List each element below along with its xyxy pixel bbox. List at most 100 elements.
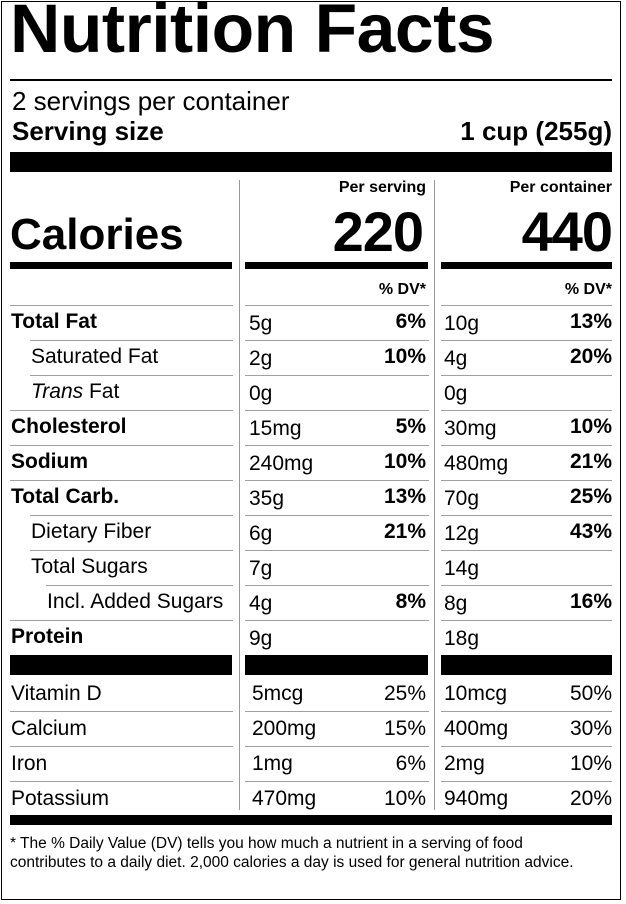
- row-rule-name: [10, 305, 233, 306]
- vitamin-container-dv: 30%: [569, 717, 612, 740]
- serving-amount: 6g: [249, 522, 273, 545]
- serving-dv: 6%: [395, 310, 426, 333]
- row-rule-container: [441, 340, 612, 341]
- container-dv: 16%: [569, 590, 612, 613]
- vitamin-serving-dv: 25%: [383, 682, 426, 705]
- serving-dv: 13%: [383, 485, 426, 508]
- row-rule-container: [441, 550, 612, 551]
- serving-dv: 21%: [383, 520, 426, 543]
- nutrient-name-italic: Trans: [31, 380, 84, 403]
- serving-dv: 10%: [383, 450, 426, 473]
- row-rule-container: [441, 305, 612, 306]
- container-amount: 18g: [444, 627, 480, 650]
- vitamin-serving-dv: 6%: [395, 752, 426, 775]
- serving-thick-bar: [10, 152, 612, 172]
- vitamin-container-amount: 2mg: [444, 752, 485, 775]
- title-divider: [10, 79, 612, 81]
- row-rule-serving: [245, 480, 429, 481]
- vitamin-rule-name: [10, 711, 233, 712]
- row-rule-serving: [245, 585, 429, 586]
- row-rule-serving: [245, 410, 429, 411]
- calories-bar-name: [10, 262, 232, 269]
- serving-amount: 4g: [249, 592, 273, 615]
- nutrient-name: Total Carb.: [11, 485, 120, 508]
- container-amount: 4g: [444, 347, 468, 370]
- row-rule-name: [30, 340, 233, 341]
- vitamin-serving-amount: 200mg: [252, 717, 317, 740]
- serving-size-value: 1 cup (255g): [460, 116, 612, 146]
- vitamin-serving-dv: 15%: [383, 717, 426, 740]
- container-amount: 0g: [444, 382, 468, 405]
- row-rule-container: [441, 375, 612, 376]
- row-rule-name: [10, 620, 233, 621]
- container-amount: 10g: [444, 312, 480, 335]
- row-rule-container: [441, 445, 612, 446]
- row-rule-container: [441, 480, 612, 481]
- footnote-divider: [10, 815, 612, 825]
- vitamin-container-dv: 20%: [569, 787, 612, 810]
- vitamin-container-amount: 10mcg: [444, 682, 508, 705]
- container-dv: 10%: [569, 415, 612, 438]
- vitamin-serving-amount: 1mg: [252, 752, 293, 775]
- row-rule-serving: [245, 445, 429, 446]
- row-rule-serving: [245, 515, 429, 516]
- serving-amount: 7g: [249, 557, 273, 580]
- container-amount: 70g: [444, 487, 480, 510]
- row-rule-name: [10, 410, 233, 411]
- row-rule-name: [10, 445, 233, 446]
- calories-per-serving: 220: [332, 200, 424, 263]
- row-rule-container: [441, 410, 612, 411]
- serving-size-label: Serving size: [12, 116, 164, 146]
- vitamin-bar-container: [441, 655, 612, 675]
- vitamin-container-dv: 10%: [569, 752, 612, 775]
- calories-bar-serving: [245, 262, 428, 269]
- nutrient-name: Saturated Fat: [31, 345, 159, 368]
- nutrient-name: Sodium: [11, 450, 88, 473]
- serving-amount: 240mg: [249, 452, 314, 475]
- row-rule-container: [441, 620, 612, 621]
- vitamin-rule-name: [10, 746, 233, 747]
- container-amount: 480mg: [444, 452, 509, 475]
- row-rule-serving: [245, 305, 429, 306]
- vitamin-name: Potassium: [11, 787, 110, 810]
- row-rule-serving: [245, 620, 429, 621]
- vitamin-container-amount: 400mg: [444, 717, 509, 740]
- row-rule-container: [441, 585, 612, 586]
- calories-label: Calories: [10, 210, 184, 259]
- dv-header-serving: % DV*: [378, 281, 426, 298]
- serving-column-divider: [239, 180, 240, 810]
- nutrient-name: Dietary Fiber: [31, 520, 152, 543]
- row-rule-serving: [245, 375, 429, 376]
- vitamin-name: Calcium: [11, 717, 87, 740]
- vitamin-rule-serving: [245, 711, 429, 712]
- vitamin-bar-name: [10, 655, 232, 675]
- calories-per-container: 440: [521, 200, 613, 263]
- vitamin-rule-name: [10, 781, 233, 782]
- footnote: * The % Daily Value (DV) tells you how m…: [10, 835, 574, 871]
- serving-amount: 2g: [249, 347, 273, 370]
- nutrient-name: Protein: [11, 625, 84, 648]
- row-rule-name: [30, 550, 233, 551]
- vitamin-serving-amount: 5mcg: [252, 682, 304, 705]
- container-dv: 21%: [569, 450, 612, 473]
- container-dv: 13%: [569, 310, 612, 333]
- serving-amount: 0g: [249, 382, 273, 405]
- vitamin-container-dv: 50%: [569, 682, 612, 705]
- nutrient-name: Incl. Added Sugars: [47, 590, 224, 613]
- serving-amount: 9g: [249, 627, 273, 650]
- container-amount: 8g: [444, 592, 468, 615]
- dv-header-container: % DV*: [564, 281, 612, 298]
- vitamin-rule-serving: [245, 746, 429, 747]
- serving-dv: 8%: [395, 590, 426, 613]
- container-dv: 20%: [569, 345, 612, 368]
- nutrient-name-rest: Fat: [83, 380, 120, 403]
- vitamin-rule-container: [441, 746, 612, 747]
- vitamin-rule-container: [441, 781, 612, 782]
- container-column-divider: [434, 180, 435, 810]
- serving-dv: 10%: [383, 345, 426, 368]
- row-rule-name: [30, 375, 233, 376]
- nutrient-name: Trans Fat: [31, 381, 119, 402]
- vitamin-serving-amount: 470mg: [252, 787, 317, 810]
- container-dv: 43%: [569, 520, 612, 543]
